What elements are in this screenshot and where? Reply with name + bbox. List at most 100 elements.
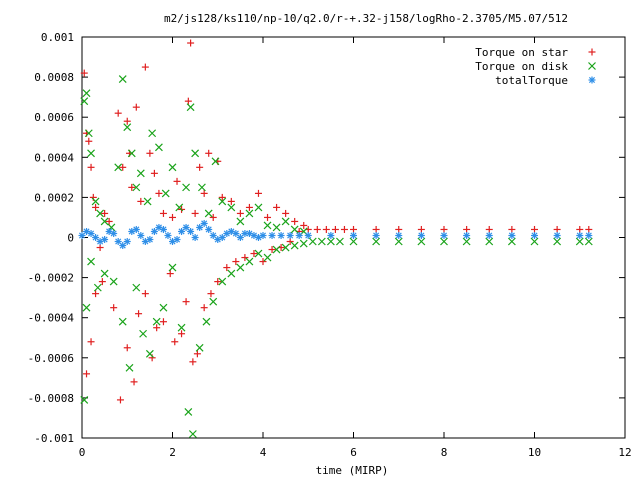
data-point (236, 263, 245, 272)
data-point (109, 277, 118, 286)
data-point (118, 317, 127, 326)
data-point (141, 290, 149, 298)
data-point (508, 231, 516, 239)
data-point (100, 217, 109, 226)
data-point (250, 250, 258, 258)
data-point (191, 234, 199, 241)
legend-marker (588, 48, 596, 56)
data-point (553, 237, 562, 246)
data-point (268, 231, 276, 239)
data-point (182, 183, 190, 192)
data-point (193, 350, 201, 358)
data-point (114, 163, 123, 172)
data-point (331, 225, 339, 233)
data-point (178, 330, 186, 338)
data-point (553, 231, 561, 239)
legend-marker (588, 62, 596, 70)
data-point (200, 219, 208, 227)
data-point (132, 283, 141, 292)
data-point (268, 246, 276, 254)
data-point (394, 237, 403, 246)
data-point (273, 203, 281, 211)
x-tick-label: 4 (260, 446, 267, 459)
y-tick-label: 0.0006 (34, 111, 74, 124)
data-point (281, 217, 290, 226)
data-point (139, 329, 148, 338)
data-point (184, 97, 192, 105)
data-point (87, 163, 95, 171)
y-tick-label: 0.0008 (34, 71, 74, 84)
data-point (263, 221, 272, 230)
data-point (101, 209, 109, 217)
data-point (146, 149, 154, 157)
legend-label: totalTorque (495, 74, 568, 87)
data-point (227, 203, 236, 212)
data-point (290, 241, 299, 250)
data-point (308, 237, 317, 246)
data-point (135, 310, 143, 318)
data-point (159, 209, 167, 217)
y-tick-label: 0.001 (41, 31, 74, 44)
data-point (463, 225, 471, 233)
data-point (553, 225, 561, 233)
data-point (177, 323, 186, 332)
data-point (531, 225, 538, 233)
data-point (148, 129, 157, 138)
data-point (132, 103, 140, 111)
data-point (92, 290, 100, 298)
data-point (143, 197, 152, 206)
data-point (105, 227, 113, 235)
y-tick-label: -0.0004 (28, 312, 75, 325)
data-point (205, 225, 213, 233)
data-point (286, 238, 294, 246)
data-point (159, 318, 167, 326)
x-axis-label: time (MIRP) (316, 464, 389, 477)
y-tick-label: -0.0008 (28, 392, 74, 405)
data-point (196, 163, 204, 171)
data-point (98, 278, 106, 286)
data-point (395, 231, 403, 239)
data-point (327, 231, 335, 239)
data-point (187, 39, 195, 47)
data-point (291, 217, 299, 225)
data-point (87, 338, 95, 346)
data-point (272, 245, 281, 254)
data-point (101, 236, 109, 244)
data-point (259, 231, 267, 239)
data-point (236, 217, 245, 226)
data-point (132, 225, 140, 233)
data-point (93, 283, 102, 292)
data-point (137, 197, 145, 205)
data-point (110, 304, 118, 312)
data-point (114, 109, 122, 117)
y-tick-label: -0.0002 (28, 272, 74, 285)
data-point (80, 69, 88, 77)
data-point (155, 143, 163, 152)
data-point (277, 231, 285, 239)
data-point (137, 231, 145, 239)
data-point (317, 237, 326, 246)
data-point (272, 223, 281, 232)
data-point (191, 149, 200, 158)
data-point (105, 217, 113, 225)
data-point (186, 103, 195, 112)
data-point (92, 234, 100, 241)
data-point (128, 183, 136, 191)
data-point (161, 189, 170, 198)
data-point (241, 254, 249, 262)
data-point (227, 227, 235, 235)
data-point (440, 225, 448, 233)
data-point (191, 209, 199, 217)
data-point (584, 237, 593, 246)
data-point (96, 244, 104, 252)
data-point (87, 149, 95, 158)
data-point (164, 231, 172, 239)
series-layer (78, 39, 593, 438)
y-tick-label: 0.0004 (34, 151, 74, 164)
data-point (372, 225, 380, 233)
data-point (227, 197, 235, 205)
data-point (214, 278, 222, 286)
legend-label: Torque on disk (475, 60, 568, 73)
